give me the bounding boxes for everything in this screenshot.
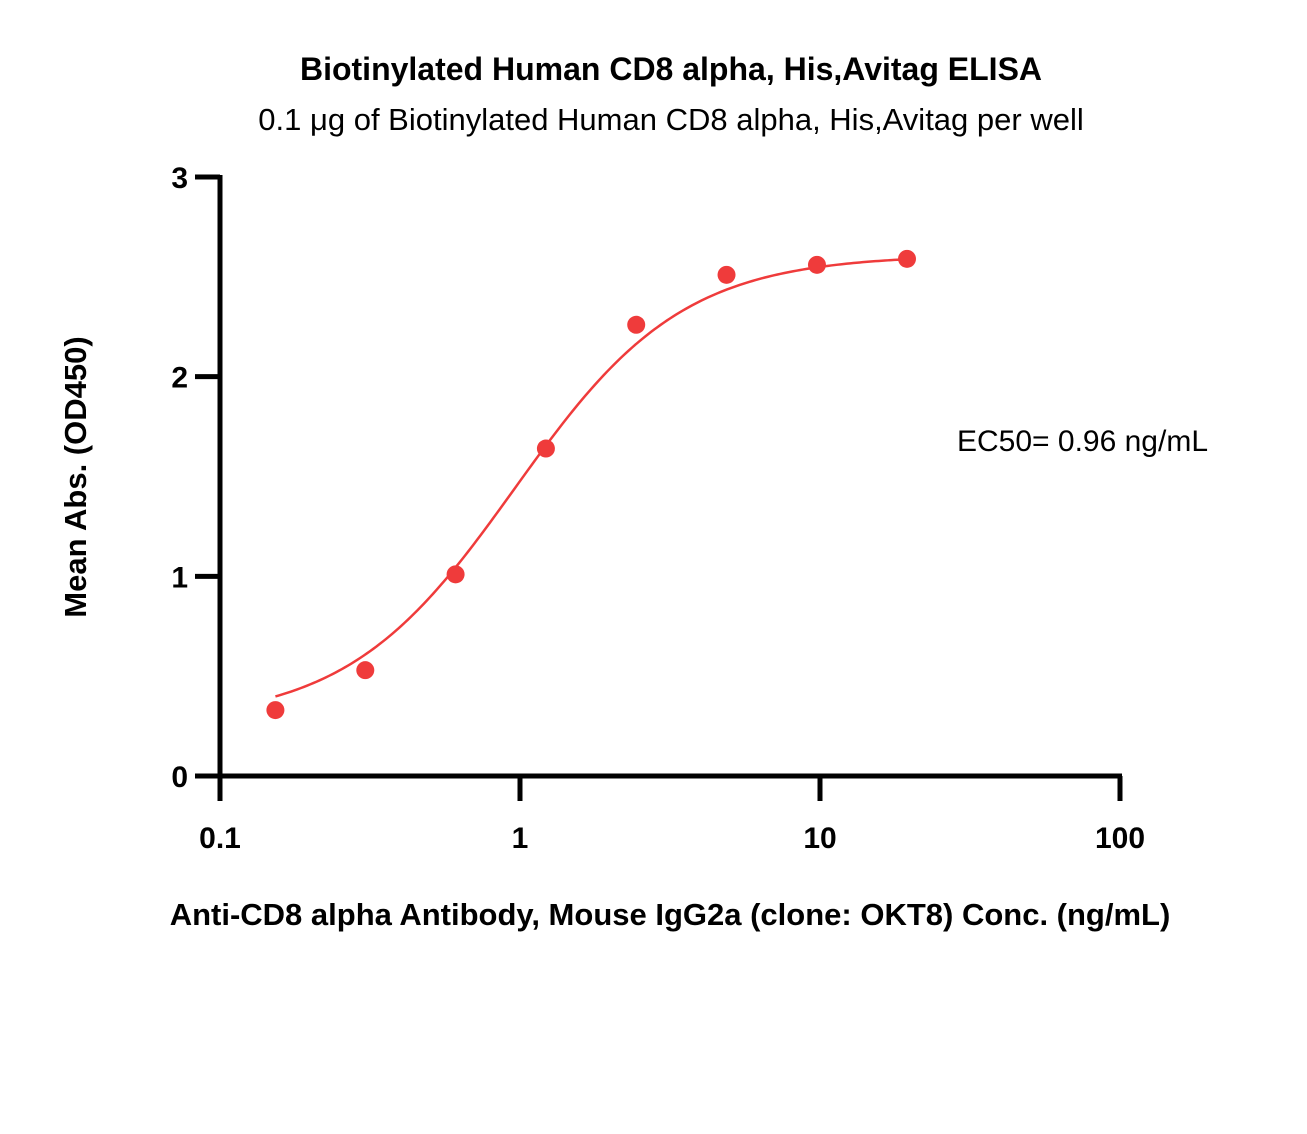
data-point (717, 265, 736, 284)
data-point (536, 439, 555, 458)
y-tick-label: 3 (171, 162, 188, 195)
x-tick-label: 100 (1095, 822, 1145, 855)
y-tick-label: 1 (171, 561, 188, 594)
data-point (627, 315, 646, 334)
y-tick-label: 0 (171, 761, 188, 794)
y-axis-label: Mean Abs. (OD450) (58, 336, 93, 617)
x-axis-label: Anti-CD8 alpha Antibody, Mouse IgG2a (cl… (170, 897, 1171, 932)
x-tick-label: 1 (512, 822, 529, 855)
chart-title: Biotinylated Human CD8 alpha, His,Avitag… (300, 51, 1042, 87)
ec50-annotation: EC50= 0.96 ng/mL (957, 425, 1208, 458)
data-point (807, 255, 826, 274)
data-points-layer (266, 249, 917, 720)
y-tick-label: 2 (171, 362, 188, 395)
x-tick-label: 10 (803, 822, 836, 855)
x-tick-label: 0.1 (199, 822, 241, 855)
data-point (446, 565, 465, 584)
data-point (356, 661, 375, 680)
fit-curve-layer (275, 257, 908, 698)
chart-subtitle: 0.1 μg of Biotinylated Human CD8 alpha, … (258, 102, 1083, 137)
data-point (266, 701, 285, 720)
axes: 0 1 2 3 0.1 1 10 100 (171, 162, 1145, 855)
data-point (898, 249, 917, 268)
fit-curve (275, 257, 908, 698)
